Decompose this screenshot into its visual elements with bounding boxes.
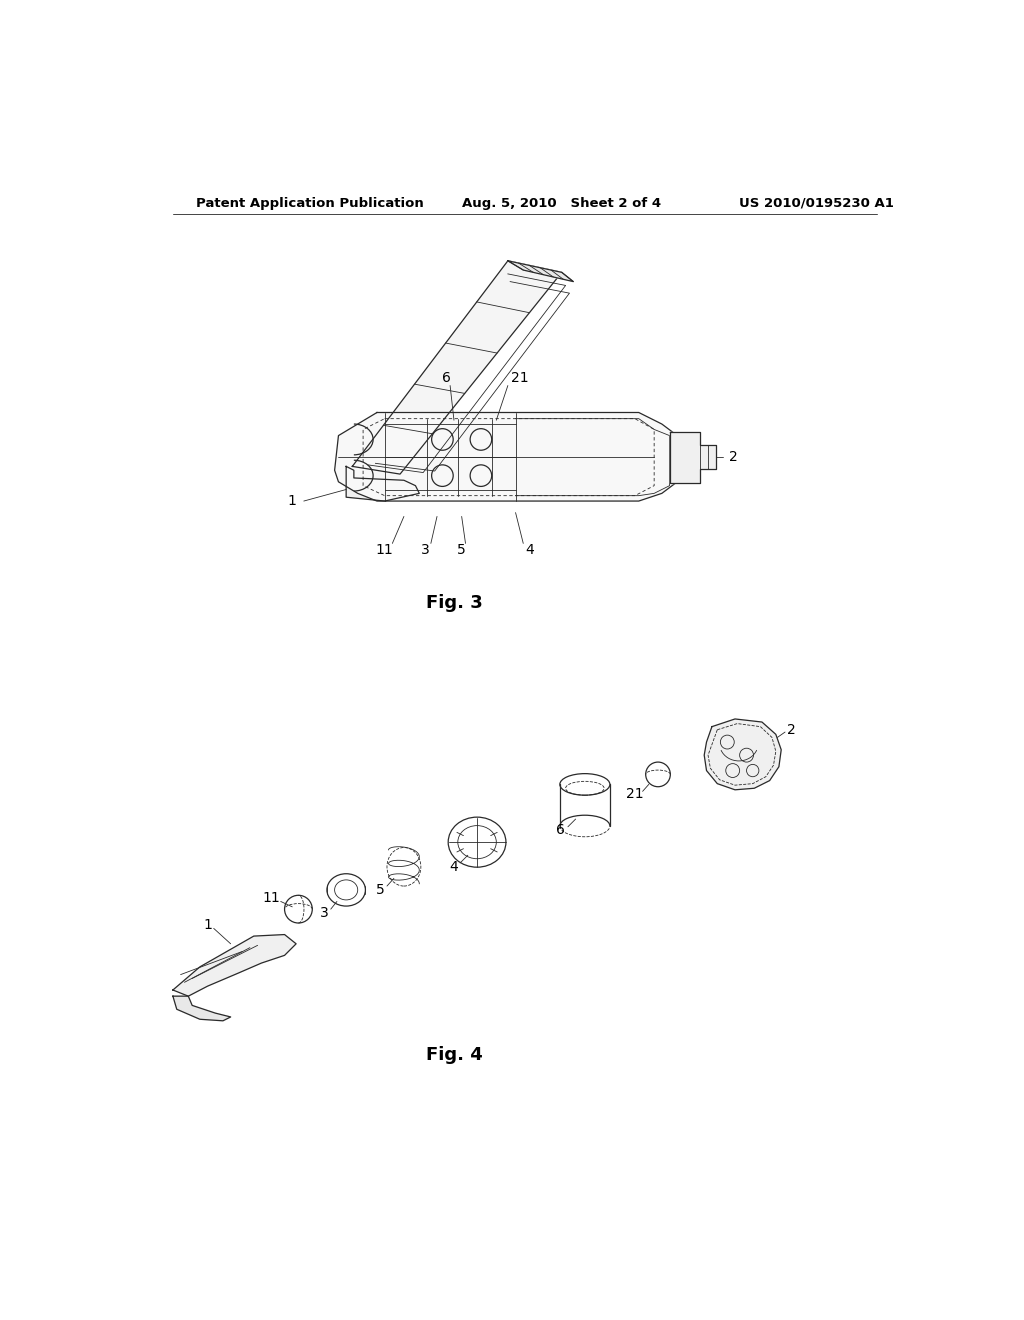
Text: 11: 11 <box>376 543 393 557</box>
Text: Patent Application Publication: Patent Application Publication <box>196 197 424 210</box>
Text: 5: 5 <box>376 883 384 896</box>
Text: Fig. 4: Fig. 4 <box>426 1047 482 1064</box>
Polygon shape <box>508 261 573 281</box>
Text: 6: 6 <box>556 822 564 837</box>
Text: US 2010/0195230 A1: US 2010/0195230 A1 <box>739 197 894 210</box>
Text: Aug. 5, 2010   Sheet 2 of 4: Aug. 5, 2010 Sheet 2 of 4 <box>462 197 660 210</box>
Text: 1: 1 <box>203 917 212 932</box>
Text: Fig. 3: Fig. 3 <box>426 594 482 612</box>
Text: 21: 21 <box>511 371 528 385</box>
Polygon shape <box>335 412 677 502</box>
Text: 11: 11 <box>262 891 281 904</box>
Text: 3: 3 <box>421 543 430 557</box>
Text: 4: 4 <box>525 543 534 557</box>
Polygon shape <box>705 719 781 789</box>
Text: 2: 2 <box>729 450 738 465</box>
Text: 1: 1 <box>288 494 297 508</box>
Text: 5: 5 <box>458 543 466 557</box>
Polygon shape <box>670 432 716 483</box>
Polygon shape <box>346 466 419 502</box>
Text: 21: 21 <box>626 788 644 801</box>
Text: 3: 3 <box>321 906 329 920</box>
Polygon shape <box>352 261 562 474</box>
Text: 6: 6 <box>441 371 451 385</box>
Text: 2: 2 <box>786 723 796 737</box>
Text: 4: 4 <box>449 859 458 874</box>
Polygon shape <box>173 997 230 1020</box>
Polygon shape <box>173 935 296 997</box>
